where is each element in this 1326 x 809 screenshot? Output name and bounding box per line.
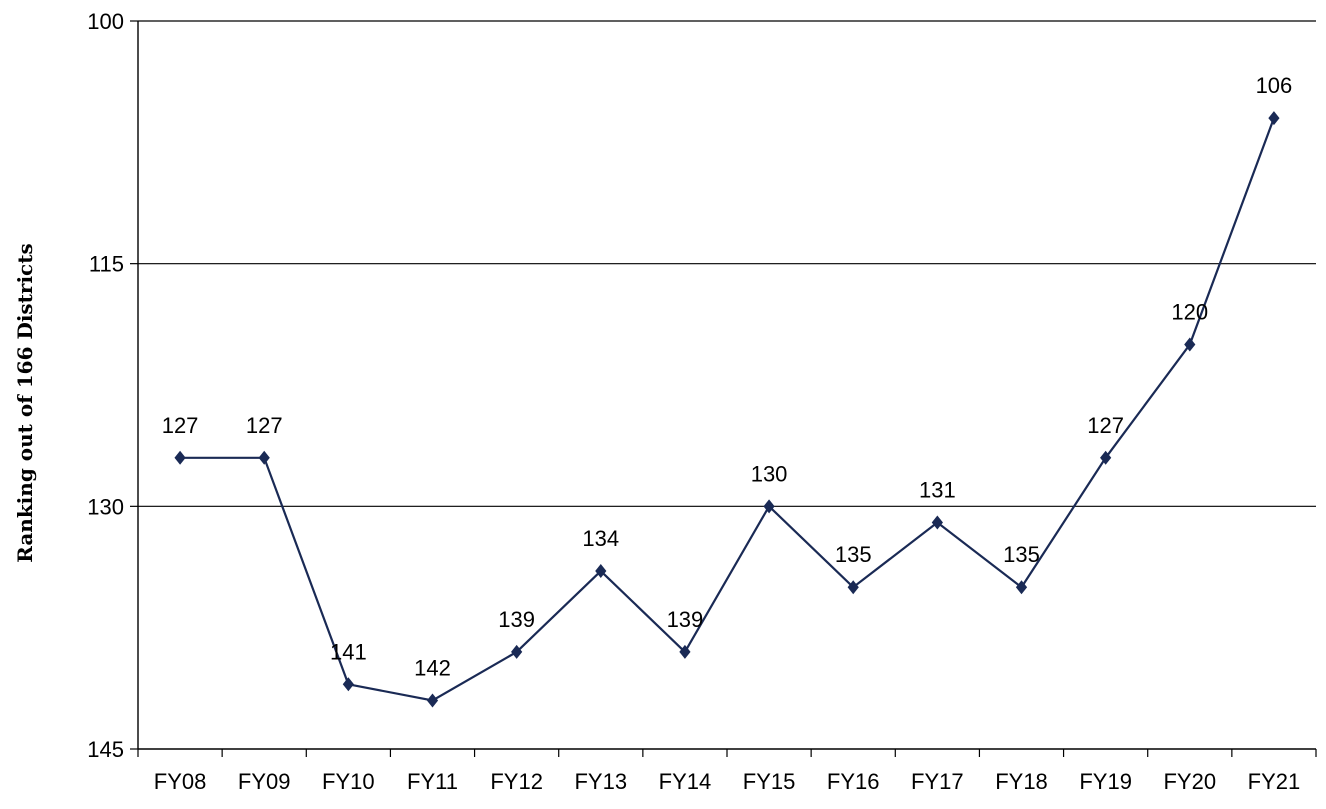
data-label: 139 — [667, 607, 704, 632]
data-label: 134 — [582, 526, 619, 551]
data-point-marker — [511, 644, 523, 659]
data-label: 142 — [414, 655, 451, 680]
x-tick-label: FY12 — [490, 769, 543, 794]
y-tick-label: 115 — [89, 252, 124, 277]
x-tick-label: FY21 — [1248, 769, 1301, 794]
data-label: 120 — [1171, 300, 1208, 325]
data-label: 127 — [1087, 413, 1124, 438]
y-axis-label: Ranking out of 166 Districts — [13, 243, 37, 563]
x-tick-label: FY18 — [995, 769, 1048, 794]
data-point-marker — [679, 644, 691, 659]
y-tick-label: 130 — [87, 494, 124, 519]
x-tick-label: FY15 — [743, 769, 796, 794]
data-point-marker — [595, 564, 607, 579]
data-label: 135 — [835, 542, 872, 567]
data-label: 130 — [751, 461, 788, 486]
x-tick-label: FY08 — [154, 769, 207, 794]
x-tick-label: FY09 — [238, 769, 291, 794]
data-label: 135 — [1003, 542, 1040, 567]
x-tick-label: FY11 — [407, 769, 458, 794]
x-tick-label: FY19 — [1079, 769, 1132, 794]
data-label: 139 — [498, 607, 535, 632]
x-tick-label: FY10 — [322, 769, 375, 794]
x-tick-label: FY16 — [827, 769, 880, 794]
x-tick-label: FY20 — [1163, 769, 1216, 794]
y-tick-label: 100 — [87, 9, 124, 34]
data-point-marker — [258, 450, 270, 465]
data-point-marker — [763, 499, 775, 514]
data-point-marker — [1184, 337, 1196, 352]
data-point-marker — [174, 450, 186, 465]
data-point-marker — [1100, 450, 1112, 465]
data-point-marker — [1268, 111, 1280, 126]
x-tick-label: FY17 — [911, 769, 964, 794]
data-point-marker — [426, 693, 439, 708]
data-label: 106 — [1256, 73, 1293, 98]
data-label: 131 — [919, 478, 956, 503]
x-tick-label: FY13 — [574, 769, 627, 794]
data-point-marker — [342, 677, 354, 692]
x-tick-label: FY14 — [659, 769, 712, 794]
y-tick-label: 145 — [87, 737, 124, 762]
data-point-marker — [931, 515, 943, 530]
data-point-marker — [1015, 580, 1028, 595]
data-label: 127 — [246, 413, 283, 438]
data-point-marker — [847, 580, 859, 595]
data-label: 141 — [330, 639, 367, 664]
data-label: 127 — [162, 413, 199, 438]
series-line — [180, 117, 1275, 702]
